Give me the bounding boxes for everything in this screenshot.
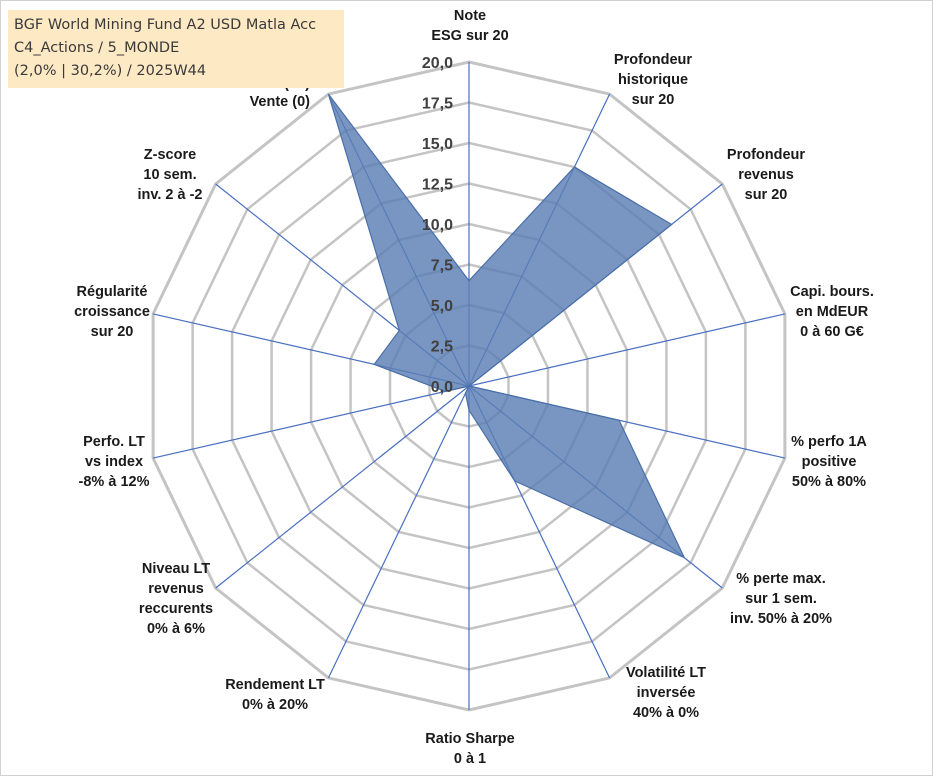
axis-label-10-line-1: vs index bbox=[85, 454, 143, 470]
axis-spoke-8 bbox=[327, 385, 470, 679]
fund-title-box: BGF World Mining Fund A2 USD Matla Acc C… bbox=[8, 10, 344, 88]
axis-spoke-3 bbox=[468, 313, 786, 387]
tick-label-5: 12,5 bbox=[422, 177, 453, 194]
axis-label-4: % perfo 1A positive 50% à 80% bbox=[791, 434, 867, 490]
axis-label-9-line-0: Niveau LT bbox=[142, 561, 210, 577]
tick-label-0: 0,0 bbox=[431, 379, 453, 396]
axis-label-4-line-0: % perfo 1A bbox=[791, 434, 867, 450]
axis-label-9: Niveau LT revenus reccurents 0% à 6% bbox=[139, 561, 213, 637]
axis-label-1-line-0: Profondeur bbox=[614, 52, 692, 68]
axis-label-5-line-0: % perte max. bbox=[736, 571, 825, 587]
axis-label-12: Z-score 10 sem. inv. 2 à -2 bbox=[137, 147, 202, 203]
axis-label-9-line-2: reccurents bbox=[139, 601, 213, 617]
axis-label-3-line-1: en MdEUR bbox=[796, 304, 869, 320]
tick-label-8: 20,0 bbox=[422, 55, 453, 72]
fund-stats: (2,0% | 30,2%) / 2025W44 bbox=[14, 63, 207, 79]
axis-label-0-line-1: ESG sur 20 bbox=[431, 28, 508, 44]
axis-label-12-line-1: 10 sem. bbox=[143, 167, 196, 183]
axis-label-5-line-1: sur 1 sem. bbox=[745, 591, 817, 607]
axis-spoke-9 bbox=[215, 385, 470, 589]
fund-category: C4_Actions / 5_MONDE bbox=[14, 40, 180, 56]
axis-label-4-line-2: 50% à 80% bbox=[792, 474, 866, 490]
tick-label-2: 5,0 bbox=[431, 298, 453, 315]
axis-label-2-line-0: Profondeur bbox=[727, 147, 805, 163]
axis-label-10-line-2: -8% à 12% bbox=[79, 474, 150, 490]
tick-label-7: 17,5 bbox=[422, 96, 453, 113]
radial-tick-labels: 0,0 2,5 5,0 7,5 10,0 12,5 15,0 17,5 20,0 bbox=[422, 55, 453, 396]
tick-label-3: 7,5 bbox=[431, 258, 453, 275]
axis-label-6-line-0: Volatilité LT bbox=[626, 665, 706, 681]
tick-label-4: 10,0 bbox=[422, 217, 453, 234]
axis-label-0: Note ESG sur 20 bbox=[431, 8, 508, 44]
axis-label-6: Volatilité LT inversée 40% à 0% bbox=[626, 665, 706, 721]
axis-label-1-line-1: historique bbox=[618, 72, 688, 88]
axis-label-13-line-0: Vente (0) bbox=[250, 94, 311, 110]
fund-name: BGF World Mining Fund A2 USD Matla Acc bbox=[14, 17, 317, 33]
axis-label-1-line-2: sur 20 bbox=[632, 92, 675, 108]
axis-label-3-line-2: 0 à 60 G€ bbox=[800, 324, 864, 340]
tick-label-1: 2,5 bbox=[431, 339, 453, 356]
axis-label-7-line-1: 0 à 1 bbox=[454, 751, 486, 767]
axis-label-2: Profondeur revenus sur 20 bbox=[727, 147, 805, 203]
axis-label-10: Perfo. LT vs index -8% à 12% bbox=[79, 434, 150, 490]
axis-label-7-line-0: Ratio Sharpe bbox=[425, 731, 514, 747]
axis-label-11-line-1: croissance bbox=[74, 304, 150, 320]
axis-label-8-line-1: 0% à 20% bbox=[242, 697, 308, 713]
axis-label-12-line-2: inv. 2 à -2 bbox=[137, 187, 202, 203]
axis-label-1: Profondeur historique sur 20 bbox=[614, 52, 692, 108]
axis-label-9-line-3: 0% à 6% bbox=[147, 621, 205, 637]
axis-label-0-line-0: Note bbox=[454, 8, 486, 24]
axis-label-2-line-1: revenus bbox=[738, 167, 794, 183]
axis-label-2-line-2: sur 20 bbox=[745, 187, 788, 203]
axis-label-4-line-1: positive bbox=[802, 454, 857, 470]
axis-label-11-line-0: Régularité bbox=[77, 284, 148, 300]
axis-label-12-line-0: Z-score bbox=[144, 147, 196, 163]
axis-label-7: Ratio Sharpe 0 à 1 bbox=[425, 731, 514, 767]
axis-label-11-line-2: sur 20 bbox=[91, 324, 134, 340]
tick-label-6: 15,0 bbox=[422, 136, 453, 153]
axis-label-8-line-0: Rendement LT bbox=[225, 677, 325, 693]
axis-spoke-10 bbox=[152, 385, 470, 459]
radar-series bbox=[327, 93, 686, 559]
axis-label-6-line-2: 40% à 0% bbox=[633, 705, 699, 721]
axis-label-5: % perte max. sur 1 sem. inv. 50% à 20% bbox=[730, 571, 832, 627]
axis-label-3: Capi. bours. en MdEUR 0 à 60 G€ bbox=[790, 284, 874, 340]
axis-label-9-line-1: revenus bbox=[148, 581, 204, 597]
axis-label-3-line-0: Capi. bours. bbox=[790, 284, 874, 300]
axis-label-11: Régularité croissance sur 20 bbox=[74, 284, 150, 340]
axis-label-10-line-0: Perfo. LT bbox=[83, 434, 145, 450]
axis-label-5-line-2: inv. 50% à 20% bbox=[730, 611, 832, 627]
axis-label-8: Rendement LT 0% à 20% bbox=[225, 677, 325, 713]
axis-label-6-line-1: inversée bbox=[637, 685, 696, 701]
